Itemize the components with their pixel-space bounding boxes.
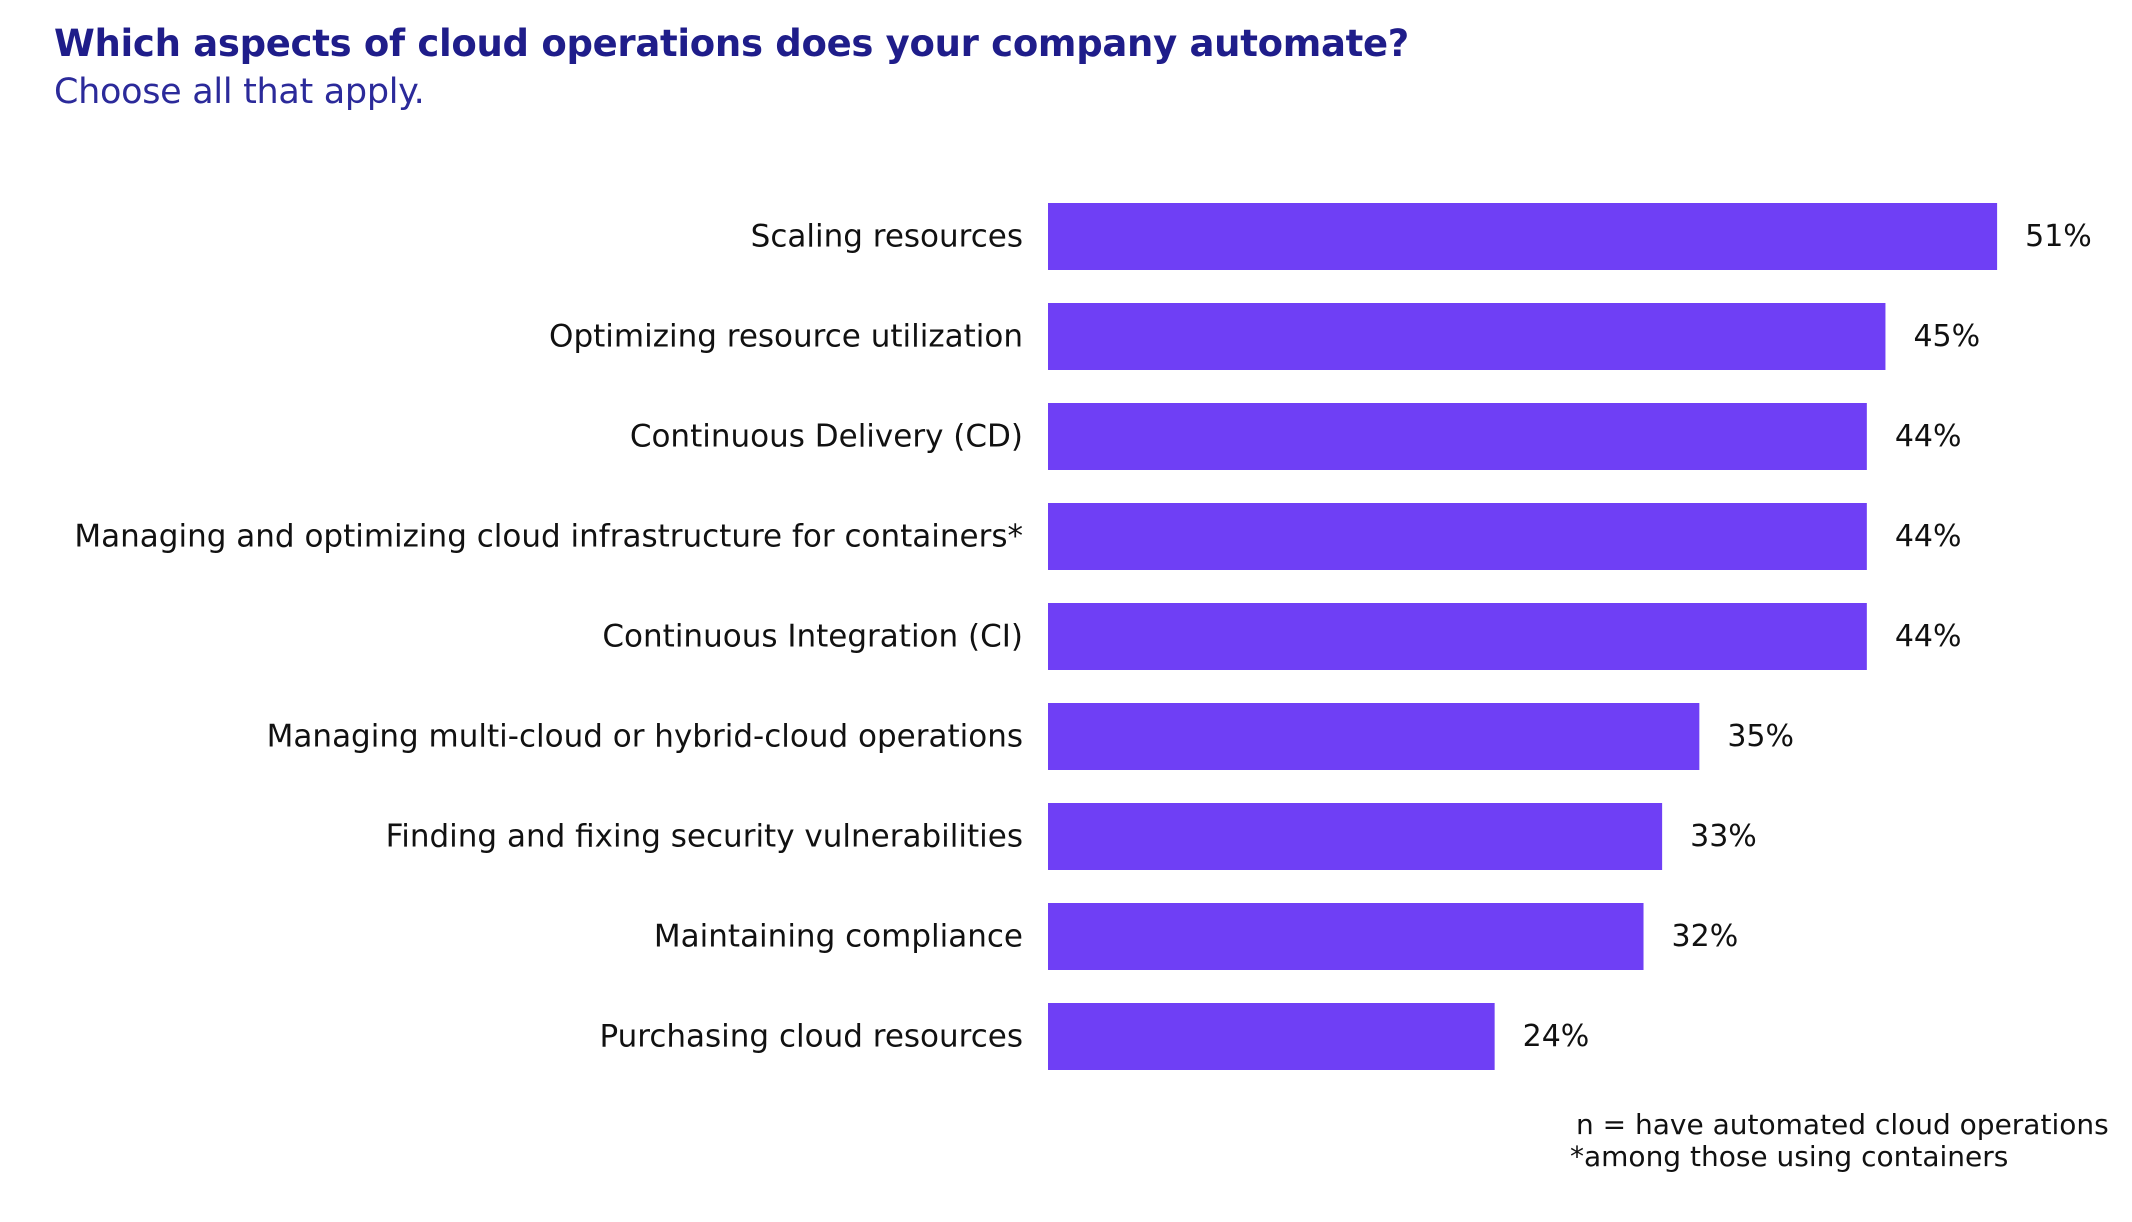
category-label-4: Managing and optimizing cloud infrastruc… (74, 519, 1023, 555)
bar-3 (1048, 403, 1867, 470)
value-label-8: 32% (1672, 919, 1739, 954)
category-label-7: Finding and fixing security vulnerabilit… (386, 819, 1023, 855)
category-label-1: Scaling resources (751, 219, 1023, 255)
bar-9 (1048, 1003, 1495, 1070)
value-label-6: 35% (1727, 719, 1794, 754)
category-label-3: Continuous Delivery (CD) (630, 419, 1023, 455)
value-label-9: 24% (1523, 1019, 1590, 1054)
category-label-5: Continuous Integration (CI) (602, 619, 1023, 655)
value-label-5: 44% (1895, 619, 1962, 654)
category-label-6: Managing multi-cloud or hybrid-cloud ope… (267, 719, 1023, 755)
value-label-2: 45% (1913, 319, 1980, 354)
bar-4 (1048, 503, 1867, 570)
category-label-2: Optimizing resource utilization (549, 319, 1023, 355)
bar-5 (1048, 603, 1867, 670)
category-label-8: Maintaining compliance (654, 919, 1023, 955)
bar-7 (1048, 803, 1663, 870)
bar-2 (1048, 303, 1886, 370)
value-label-4: 44% (1895, 519, 1962, 554)
value-label-3: 44% (1895, 419, 1962, 454)
bar-6 (1048, 703, 1700, 770)
category-label-9: Purchasing cloud resources (599, 1019, 1023, 1055)
bar-1 (1048, 203, 1998, 270)
chart-subtitle: Choose all that apply. (54, 72, 425, 112)
footnote-containers: *among those using containers (1570, 1140, 2009, 1173)
chart-title: Which aspects of cloud operations does y… (54, 22, 1409, 65)
value-label-7: 33% (1690, 819, 1757, 854)
bar-8 (1048, 903, 1644, 970)
footnote-sample: n = have automated cloud operations (1576, 1108, 2109, 1141)
value-label-1: 51% (2025, 219, 2092, 254)
